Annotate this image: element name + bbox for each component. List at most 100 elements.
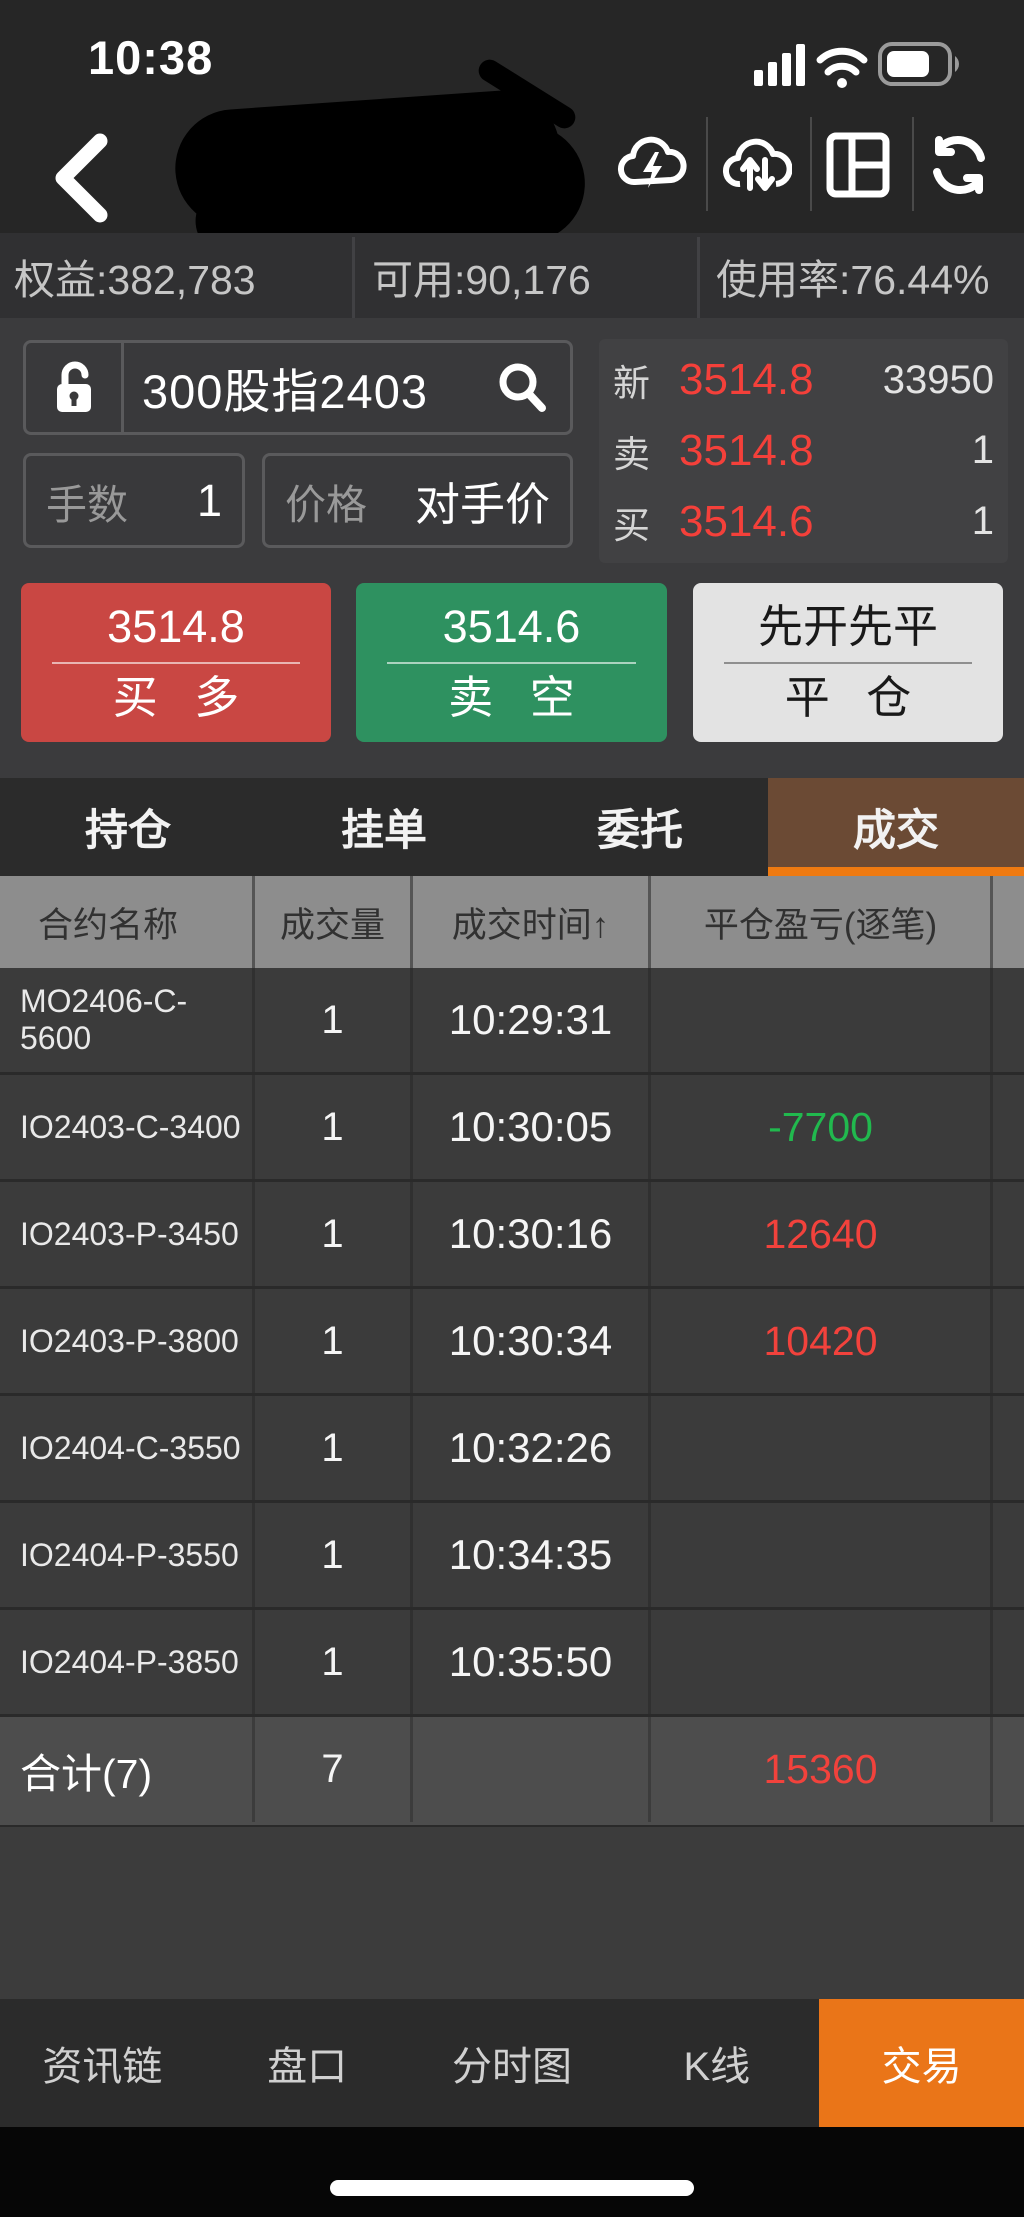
account-bar: 权益:382,783 可用:90,176 使用率:76.44%	[0, 233, 1024, 318]
cell-volume: 1	[252, 1075, 410, 1179]
cell-extra	[990, 1503, 1024, 1607]
header-extra-col	[990, 876, 1024, 968]
cell-contract: IO2404-P-3850	[20, 1643, 239, 1680]
home-indicator-area	[0, 2127, 1024, 2217]
table-row[interactable]: IO2403-P-3450 1 10:30:16 12640	[0, 1182, 1024, 1289]
cell-extra	[990, 1075, 1024, 1179]
quote-ask-size: 1	[971, 428, 994, 473]
cell-extra	[990, 1396, 1024, 1500]
account-available: 可用:90,176	[372, 256, 591, 303]
cell-close-pnl: -7700	[648, 1075, 990, 1179]
quote-row-bid: 买 3514.6 1	[613, 495, 994, 549]
cell-contract: IO2404-C-3550	[20, 1429, 241, 1466]
cell-volume: 1	[252, 1610, 410, 1714]
cell-extra	[990, 1182, 1024, 1286]
instrument-name: 300股指2403	[142, 365, 428, 418]
total-label: 合计(7)	[20, 1750, 153, 1797]
cell-fill-time: 10:35:50	[410, 1610, 648, 1714]
cell-fill-time: 10:32:26	[410, 1396, 648, 1500]
cell-fill-time: 10:29:31	[410, 968, 648, 1072]
lock-toggle[interactable]	[26, 343, 124, 432]
unlock-icon	[56, 361, 91, 412]
cell-extra	[990, 1610, 1024, 1714]
quote-label: 买	[613, 504, 650, 546]
sell-label: 卖 空	[448, 671, 587, 723]
cell-volume: 1	[252, 1503, 410, 1607]
cell-close-pnl	[648, 1610, 990, 1714]
quote-label: 新	[613, 363, 650, 405]
cell-close-pnl	[648, 968, 990, 1072]
lots-value: 1	[196, 474, 222, 526]
position-tabs: 持仓 挂单 委托 成交	[0, 778, 1024, 876]
cloud-sync-icon[interactable]	[722, 130, 792, 200]
sell-short-button[interactable]: 3514.6 卖 空	[356, 583, 667, 742]
cell-fill-time: 10:30:16	[410, 1182, 648, 1286]
total-pnl: 15360	[648, 1717, 990, 1822]
status-icons	[754, 36, 964, 90]
cell-contract: IO2404-P-3550	[20, 1536, 239, 1573]
home-indicator[interactable]	[330, 2180, 694, 2196]
quote-panel[interactable]: 新 3514.8 33950 卖 3514.8 1 买 3514.6 1	[599, 339, 1008, 563]
search-icon[interactable]	[494, 360, 550, 416]
table-body: MO2406-C-5600 1 10:29:31 IO2403-C-3400 1 10:3…	[0, 968, 1024, 1717]
quote-last-volume: 33950	[882, 357, 994, 402]
table-row[interactable]: IO2403-C-3400 1 10:30:05 -7700	[0, 1075, 1024, 1182]
fills-table: 合约名称 成交量 成交时间↑ 平仓盈亏(逐笔) MO2406-C-5600 1 10…	[0, 876, 1024, 1828]
buy-long-button[interactable]: 3514.8 买 多	[21, 583, 331, 742]
wifi-icon	[816, 47, 868, 76]
tab-orders[interactable]: 委托	[597, 807, 683, 855]
cloud-bolt-icon[interactable]	[617, 130, 687, 200]
quote-ask-price: 3514.8	[679, 425, 814, 475]
table-row[interactable]: MO2406-C-5600 1 10:29:31	[0, 968, 1024, 1075]
bottom-nav-intraday[interactable]: 分时图	[451, 2045, 572, 2089]
tab-positions[interactable]: 持仓	[85, 807, 171, 855]
close-mode: 先开先平	[757, 601, 938, 653]
total-qty: 7	[252, 1717, 410, 1822]
cell-volume: 1	[252, 1396, 410, 1500]
sell-price: 3514.6	[442, 601, 581, 653]
cell-volume: 1	[252, 968, 410, 1072]
lots-field[interactable]: 手数 1	[23, 453, 245, 548]
cell-contract: IO2403-P-3800	[20, 1322, 239, 1359]
header-close-pnl: 平仓盈亏(逐笔)	[648, 876, 990, 968]
bottom-nav-kline[interactable]: K线	[683, 2045, 751, 2089]
header-volume: 成交量	[252, 876, 410, 968]
bottom-nav-trade[interactable]: 交易	[819, 1999, 1024, 2127]
account-equity: 权益:382,783	[14, 256, 256, 303]
layout-icon[interactable]	[826, 132, 890, 198]
buy-label: 买 多	[112, 671, 252, 723]
bottom-nav: 资讯链 盘口 分时图 K线 交易	[0, 1999, 1024, 2127]
table-row[interactable]: IO2404-P-3550 1 10:34:35	[0, 1503, 1024, 1610]
table-row[interactable]: IO2404-P-3850 1 10:35:50	[0, 1610, 1024, 1717]
close-label: 平 仓	[784, 671, 924, 723]
bottom-nav-news[interactable]: 资讯链	[42, 2045, 163, 2089]
quote-bid-size: 1	[971, 499, 994, 544]
cell-close-pnl: 12640	[648, 1182, 990, 1286]
tab-fills[interactable]: 成交	[768, 778, 1024, 876]
header-contract: 合约名称	[38, 905, 179, 945]
cell-volume: 1	[252, 1289, 410, 1393]
cell-close-pnl	[648, 1503, 990, 1607]
close-position-button[interactable]: 先开先平 平 仓	[693, 583, 1003, 742]
cell-extra	[990, 1289, 1024, 1393]
table-total-row: 合计(7) 7 15360	[0, 1717, 1024, 1828]
tab-pending-orders[interactable]: 挂单	[341, 807, 427, 855]
signal-bars-icon	[754, 44, 805, 86]
quote-last-price: 3514.8	[679, 355, 814, 405]
instrument-selector[interactable]: 300股指2403	[23, 340, 573, 435]
quote-row-last: 新 3514.8 33950	[613, 353, 994, 407]
price-label: 价格	[285, 481, 367, 528]
empty-area	[0, 1827, 1024, 1999]
table-row[interactable]: IO2404-C-3550 1 10:32:26	[0, 1396, 1024, 1503]
cell-fill-time: 10:30:34	[410, 1289, 648, 1393]
header-fill-time-sort[interactable]: 成交时间↑	[410, 876, 648, 968]
refresh-icon[interactable]	[925, 130, 993, 200]
price-field[interactable]: 价格 对手价	[262, 453, 573, 548]
table-row[interactable]: IO2403-P-3800 1 10:30:34 10420	[0, 1289, 1024, 1396]
bottom-nav-depth[interactable]: 盘口	[267, 2045, 348, 2089]
cell-contract: MO2406-C-5600	[20, 983, 188, 1056]
back-icon[interactable]	[45, 133, 115, 223]
account-usage: 使用率:76.44%	[716, 256, 990, 303]
quote-row-ask: 卖 3514.8 1	[613, 424, 994, 478]
